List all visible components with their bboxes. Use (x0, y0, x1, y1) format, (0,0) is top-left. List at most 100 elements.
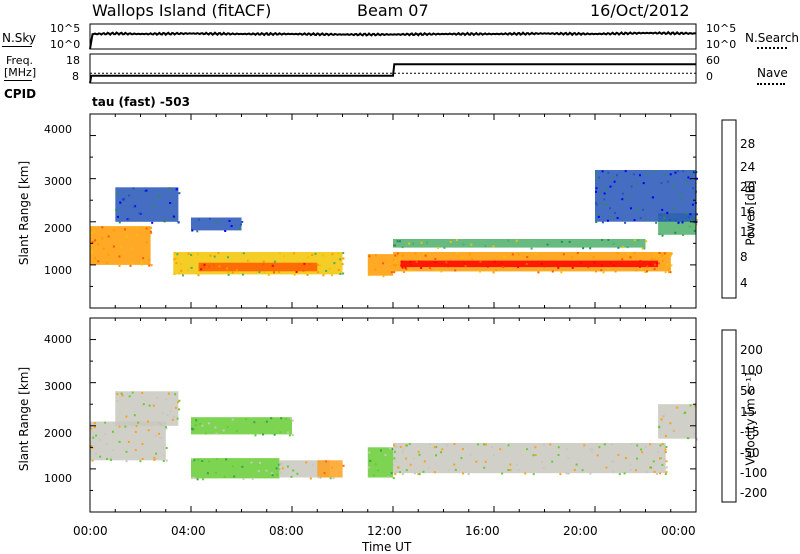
heatmap-speck (676, 170, 679, 173)
heatmap-speck (173, 273, 176, 275)
heatmap-speck (273, 433, 276, 436)
heatmap-speck (173, 415, 176, 418)
heatmap-speck (102, 247, 105, 250)
heatmap-speck (679, 198, 682, 201)
heatmap-speck (663, 444, 666, 447)
heatmap-speck (693, 229, 696, 232)
heatmap-speck (178, 192, 181, 195)
heatmap-cell (191, 417, 292, 435)
heatmap-speck (440, 451, 442, 454)
noise-right-tick-top: 10^5 (706, 22, 737, 35)
heatmap-speck (616, 217, 619, 219)
heatmap-speck (374, 463, 377, 466)
heatmap-speck (399, 257, 402, 260)
heatmap-speck (149, 226, 152, 229)
heatmap-speck (159, 436, 162, 439)
heatmap-speck (292, 469, 295, 472)
heatmap-speck (658, 426, 661, 429)
heatmap-speck (401, 473, 404, 476)
heatmap-speck (303, 262, 306, 265)
heatmap-speck (662, 414, 665, 417)
heatmap-speck (534, 454, 537, 456)
heatmap-speck (295, 271, 298, 273)
heatmap-speck (549, 443, 552, 446)
heatmap-speck (196, 230, 199, 233)
heatmap-speck (107, 235, 110, 238)
heatmap-speck (462, 243, 465, 246)
heatmap-speck (423, 460, 426, 463)
time-tick-5: 20:00 (563, 524, 598, 538)
heatmap-speck (127, 218, 130, 221)
heatmap-speck (262, 263, 265, 266)
heatmap-speck (91, 241, 94, 244)
heatmap-speck (456, 252, 459, 254)
heatmap-speck (669, 173, 672, 176)
heatmap-speck (92, 422, 95, 425)
heatmap-speck (629, 468, 632, 471)
heatmap-speck (265, 469, 268, 472)
heatmap-speck (270, 417, 273, 420)
heatmap-cell (317, 460, 343, 478)
heatmap-speck (97, 243, 100, 246)
heatmap-speck (104, 432, 107, 435)
heatmap-speck (376, 469, 379, 472)
heatmap-speck (695, 218, 698, 221)
heatmap-speck (201, 460, 204, 462)
heatmap-speck (177, 401, 180, 404)
heatmap-speck (292, 252, 295, 255)
power-ytick-2000: 2000 (44, 222, 72, 235)
heatmap-speck (278, 252, 281, 255)
heatmap-speck (176, 417, 179, 420)
heatmap-speck (507, 444, 510, 447)
heatmap-speck (115, 391, 118, 394)
heatmap-speck (286, 431, 289, 434)
heatmap-speck (606, 219, 609, 222)
heatmap-speck (116, 191, 119, 194)
heatmap-speck (147, 429, 150, 432)
heatmap-speck (306, 273, 309, 276)
heatmap-speck (567, 457, 570, 459)
heatmap-speck (652, 196, 655, 199)
heatmap-speck (127, 440, 130, 443)
heatmap-speck (216, 222, 218, 225)
heatmap-speck (342, 464, 345, 467)
heatmap-speck (253, 421, 256, 424)
heatmap-speck (639, 174, 641, 177)
heatmap-speck (517, 253, 520, 256)
heatmap-speck (241, 221, 244, 223)
heatmap-speck (484, 460, 487, 463)
heatmap-speck (653, 268, 656, 271)
vel-cbar-tick-m200: -200 (740, 486, 768, 500)
heatmap-speck (399, 471, 402, 474)
beam-title: Beam 07 (357, 1, 429, 20)
heatmap-speck (557, 446, 560, 449)
heatmap-speck (636, 457, 639, 460)
heatmap-speck (133, 414, 136, 417)
heatmap-speck (171, 418, 174, 421)
heatmap-speck (112, 245, 115, 248)
heatmap-speck (395, 254, 398, 257)
heatmap-speck (600, 190, 603, 193)
heatmap-speck (231, 418, 234, 421)
time-tick-2: 08:00 (269, 524, 304, 538)
heatmap-speck (477, 443, 479, 446)
heatmap-speck (435, 454, 437, 457)
heatmap-speck (168, 187, 171, 190)
nave-label: Nave (757, 66, 788, 80)
freq-series-line (89, 63, 696, 84)
heatmap-speck (430, 268, 433, 270)
heatmap-speck (285, 417, 287, 420)
heatmap-speck (174, 252, 177, 254)
heatmap-speck (557, 454, 560, 456)
heatmap-speck (227, 273, 230, 276)
heatmap-speck (617, 246, 620, 249)
heatmap-speck (695, 438, 698, 441)
heatmap-speck (197, 458, 200, 461)
heatmap-speck (499, 448, 502, 451)
heatmap-speck (446, 444, 449, 447)
heatmap-speck (99, 438, 102, 441)
heatmap-speck (339, 258, 342, 261)
heatmap-speck (177, 221, 180, 224)
heatmap-speck (290, 475, 293, 478)
heatmap-speck (644, 271, 647, 274)
